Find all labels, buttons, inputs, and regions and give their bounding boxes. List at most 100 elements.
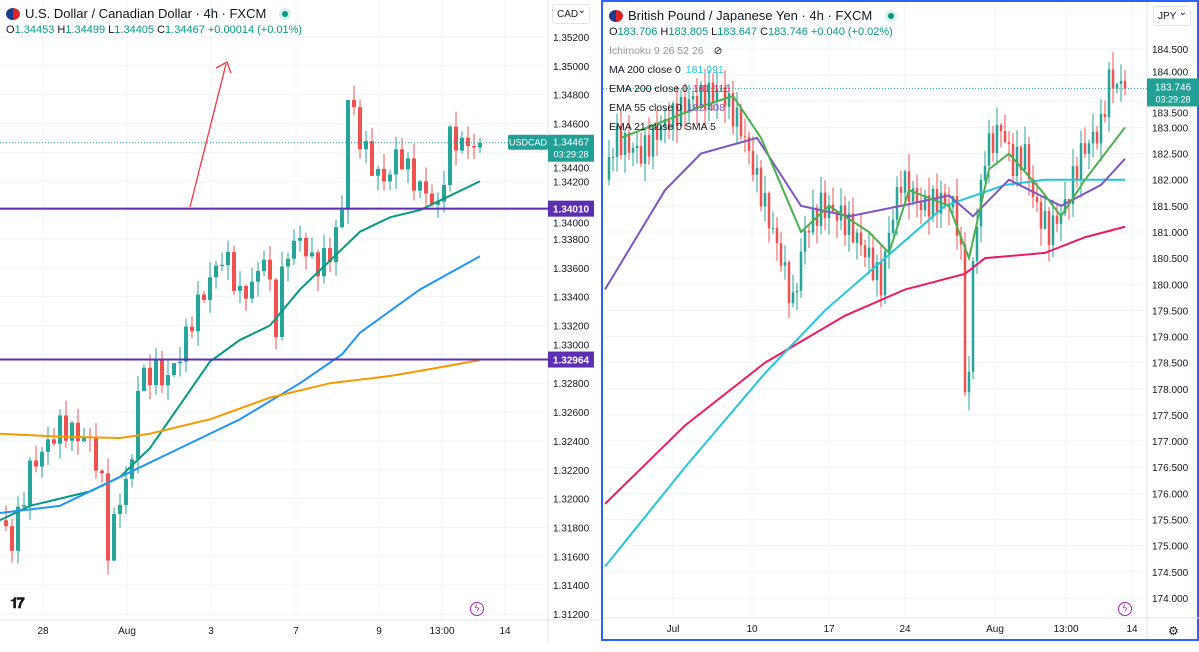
time-tick-label: 14 bbox=[1126, 624, 1138, 635]
candle-body bbox=[256, 271, 260, 282]
candle-body bbox=[1011, 143, 1015, 177]
candle-body bbox=[739, 107, 743, 137]
indicator-label: EMA 200 close 0 bbox=[609, 83, 688, 95]
candle-body bbox=[1107, 69, 1111, 118]
ma-line-ema-21 bbox=[0, 180, 481, 522]
time-tick-label: Aug bbox=[986, 624, 1004, 635]
candle-body bbox=[334, 227, 338, 263]
candle-body bbox=[883, 251, 887, 296]
usdcad-chart-panel[interactable]: 1.35200 1.35000 1.34800 1.34600 1.34400 1.342… bbox=[0, 0, 600, 641]
last-price-tag bbox=[1147, 78, 1199, 107]
candle-body bbox=[190, 326, 194, 332]
indicator-legend-item[interactable]: EMA 21 close 0 SMA 5 bbox=[609, 121, 897, 133]
indicator-legend-item[interactable]: EMA 200 close 0 181.116 bbox=[609, 83, 897, 95]
candle-body bbox=[472, 146, 476, 148]
price-tick-label: 177.000 bbox=[1152, 437, 1189, 448]
candle-body bbox=[202, 294, 206, 300]
trend-arrow-line bbox=[189, 63, 227, 208]
gbpjpy-legend: British Pound / Japanese Yen · 4h · FXCM… bbox=[609, 8, 898, 133]
candle-body bbox=[424, 181, 428, 194]
candle-body bbox=[340, 209, 344, 228]
usdcad-chart-canvas[interactable]: 1.35200 1.35000 1.34800 1.34600 1.34400 1.342… bbox=[0, 0, 600, 641]
candle-body bbox=[166, 375, 170, 386]
price-tick-label: 183.000 bbox=[1152, 123, 1189, 134]
indicator-label: EMA 21 close 0 SMA 5 bbox=[609, 121, 716, 133]
lightning-icon[interactable]: ϟ bbox=[470, 602, 484, 616]
candle-body bbox=[1087, 143, 1091, 154]
candle-body bbox=[631, 148, 635, 153]
candle-body bbox=[304, 237, 308, 257]
candle-body bbox=[430, 193, 434, 205]
symbol-title[interactable]: U.S. Dollar / Canadian Dollar · 4h · FXC… bbox=[25, 6, 267, 21]
countdown-label: 03:29:28 bbox=[553, 150, 588, 160]
visibility-off-icon[interactable]: ⊘ bbox=[713, 45, 723, 57]
lightning-icon[interactable]: ϟ bbox=[1118, 602, 1132, 616]
candle-body bbox=[82, 436, 86, 442]
currency-select[interactable]: JPY bbox=[1153, 6, 1191, 26]
candle-body bbox=[142, 367, 146, 391]
candle-body bbox=[1119, 80, 1123, 85]
candle-body bbox=[859, 232, 863, 246]
candle-body bbox=[891, 219, 895, 233]
candle-body bbox=[238, 285, 242, 291]
currency-select[interactable]: CAD bbox=[552, 4, 590, 24]
symbol-title[interactable]: British Pound / Japanese Yen · 4h · FXCM bbox=[628, 8, 873, 23]
candle-body bbox=[887, 232, 891, 252]
price-tick-label: 1.34800 bbox=[553, 91, 590, 102]
candle-body bbox=[358, 107, 362, 150]
market-open-icon bbox=[885, 9, 898, 22]
candle-body bbox=[783, 262, 787, 266]
ohlc-values: O183.706 H183.805 L183.647 C183.746 +0.0… bbox=[609, 26, 893, 38]
last-price-label: 1.34467 bbox=[553, 138, 590, 149]
settings-gear-icon[interactable]: ⚙ bbox=[1168, 624, 1179, 638]
candle-body bbox=[951, 196, 955, 208]
candle-body bbox=[955, 196, 959, 236]
candle-body bbox=[214, 265, 218, 278]
candle-body bbox=[1019, 146, 1023, 170]
candle-body bbox=[983, 165, 987, 180]
candle-body bbox=[975, 226, 979, 262]
candle-body bbox=[799, 251, 803, 291]
candle-body bbox=[64, 415, 68, 441]
candle-body bbox=[911, 188, 915, 202]
price-tick-label: 1.34600 bbox=[553, 120, 590, 131]
candle-body bbox=[466, 137, 470, 147]
price-tick-label: 180.500 bbox=[1152, 254, 1189, 265]
indicator-label: EMA 55 close 0 bbox=[609, 102, 682, 114]
gbpjpy-chart-panel[interactable]: 184.500 184.000 183.500 183.000 182.500 182.0… bbox=[601, 0, 1199, 641]
level-price-label: 1.34010 bbox=[553, 205, 590, 216]
candle-body bbox=[406, 158, 410, 170]
candle-body bbox=[28, 460, 32, 506]
candle-body bbox=[731, 93, 735, 127]
candle-body bbox=[106, 473, 110, 561]
candle-body bbox=[1099, 114, 1103, 144]
candle-body bbox=[743, 136, 747, 138]
candle-body bbox=[52, 439, 56, 444]
candle-body bbox=[711, 82, 715, 102]
time-tick-label: Jul bbox=[667, 624, 680, 635]
symbol-tag-label: USDCAD bbox=[509, 138, 548, 148]
last-price-label: 183.746 bbox=[1155, 82, 1192, 93]
candle-body bbox=[418, 181, 422, 191]
candle-body bbox=[607, 157, 611, 180]
tradingview-logo[interactable]: 𝟏𝟕 bbox=[10, 595, 25, 612]
indicator-legend-item[interactable]: Ichimoku 9 26 52 26 ⊘ bbox=[609, 45, 897, 57]
gbpjpy-chart-canvas[interactable]: 184.500 184.000 183.500 183.000 182.500 182.0… bbox=[603, 2, 1199, 639]
price-tick-label: 1.33200 bbox=[553, 322, 590, 333]
indicator-label: MA 200 close 0 bbox=[609, 64, 681, 76]
ma-line-ema-55 bbox=[0, 255, 481, 515]
candle-body bbox=[76, 422, 80, 442]
candle-body bbox=[268, 259, 272, 280]
candle-body bbox=[787, 262, 791, 304]
candle-body bbox=[703, 84, 707, 110]
candle-body bbox=[16, 506, 20, 551]
candle-body bbox=[112, 513, 116, 561]
level-price-label: 1.32964 bbox=[553, 356, 590, 367]
time-tick-label: 9 bbox=[376, 626, 382, 637]
indicator-value: 181.991 bbox=[685, 64, 724, 76]
indicator-legend-item[interactable]: MA 200 close 0 181.991 bbox=[609, 64, 897, 76]
candle-body bbox=[292, 240, 296, 259]
price-tick-label: 1.34200 bbox=[553, 177, 590, 188]
candle-body bbox=[322, 248, 326, 277]
indicator-legend-item[interactable]: EMA 55 close 0 182.408 bbox=[609, 102, 897, 114]
